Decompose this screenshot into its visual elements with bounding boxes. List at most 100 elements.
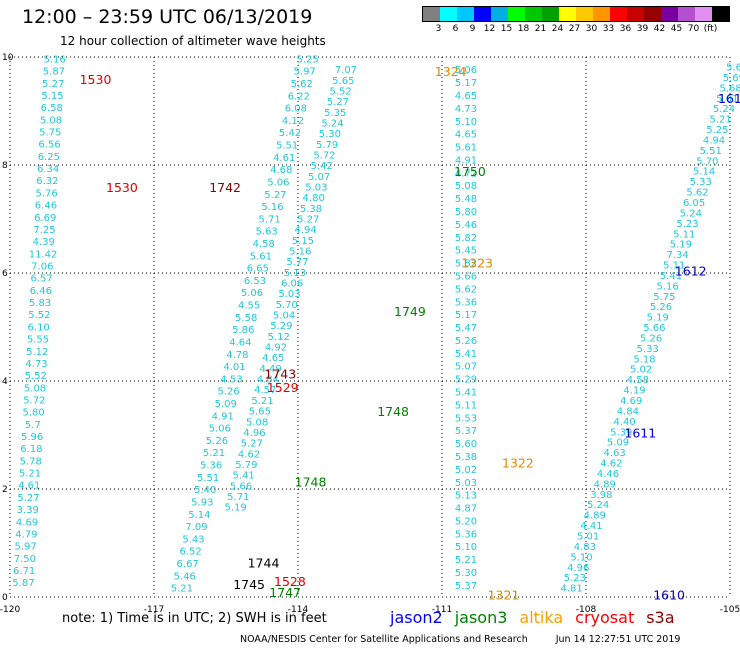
legend-swatch bbox=[423, 7, 440, 21]
wave-height-value: 5.47 bbox=[455, 323, 477, 334]
wave-height-value: 7.06 bbox=[31, 261, 53, 272]
y-tick-label: 8 bbox=[2, 161, 8, 171]
wave-height-value: 4.19 bbox=[623, 386, 645, 397]
legend-label: 3 bbox=[435, 24, 442, 34]
wave-height-value: 4.65 bbox=[455, 91, 477, 102]
wave-height-value: 5.01 bbox=[577, 531, 599, 542]
wave-height-value: 5.96 bbox=[21, 432, 43, 443]
wave-height-value: 5.36 bbox=[455, 297, 477, 308]
wave-height-value: 5.51 bbox=[197, 473, 219, 484]
wave-height-value: 5.27 bbox=[17, 493, 39, 504]
wave-height-value: 5.68 bbox=[719, 83, 740, 94]
wave-height-value: 5.26 bbox=[640, 333, 662, 344]
x-tick-label: -111 bbox=[432, 605, 452, 615]
legend-labels: 3 6 9 12 15 18 21 24 27 30 33 36 39 42 45 70 (ft) bbox=[422, 24, 730, 34]
wave-height-value: 5.36 bbox=[455, 529, 477, 540]
wave-height-value: 4.65 bbox=[455, 130, 477, 141]
legend-swatch bbox=[627, 7, 644, 21]
wave-height-value: 5.72 bbox=[23, 395, 45, 406]
satellite-label: jason2 bbox=[390, 608, 443, 627]
legend-swatch bbox=[525, 7, 542, 21]
wave-height-value: 5.27 bbox=[327, 97, 349, 108]
wave-height-value: 5.97 bbox=[294, 67, 316, 78]
generated-date: Jun 14 12:27:51 UTC 2019 bbox=[555, 634, 681, 645]
wave-height-value: 4.73 bbox=[25, 359, 47, 370]
wave-height-value: 4.63 bbox=[604, 448, 626, 459]
wave-height-value: 4.68 bbox=[270, 165, 292, 176]
map-grid bbox=[9, 56, 731, 598]
wave-height-value: 5.09 bbox=[607, 438, 629, 449]
wave-height-value: 6.18 bbox=[20, 444, 42, 455]
legend-label: 12 bbox=[483, 24, 496, 34]
wave-height-value: 5.36 bbox=[200, 461, 222, 472]
wave-height-value: 5.87 bbox=[12, 578, 34, 589]
wave-height-value: 5.13 bbox=[455, 491, 477, 502]
wave-height-value: 5.83 bbox=[29, 298, 51, 309]
color-legend: 3 6 9 12 15 18 21 24 27 30 33 36 39 42 45 70 (ft) bbox=[422, 6, 730, 34]
wave-height-value: 4.62 bbox=[238, 449, 260, 460]
wave-height-value: 5.09 bbox=[215, 399, 237, 410]
legend-label: 24 bbox=[551, 24, 564, 34]
wave-height-value: 4.57 bbox=[254, 385, 276, 396]
wave-height-value: 5.19 bbox=[647, 313, 669, 324]
altimeter-track: 5.255.975.626.226.084.125.425.514.614.68… bbox=[171, 54, 319, 594]
wave-height-value: 6.22 bbox=[288, 91, 310, 102]
wave-height-value: 4.55 bbox=[238, 301, 260, 312]
wave-height-value: 5.12 bbox=[268, 332, 290, 343]
legend-label: 36 bbox=[619, 24, 632, 34]
pass-time-label: 1324 bbox=[435, 64, 467, 79]
wave-height-value: 5.08 bbox=[246, 417, 268, 428]
wave-height-value: 5.21 bbox=[171, 584, 193, 595]
wave-height-value: 5.03 bbox=[278, 289, 300, 300]
legend-label: 45 bbox=[670, 24, 683, 34]
wave-height-value: 5.14 bbox=[693, 167, 715, 178]
wave-height-value: 5.17 bbox=[455, 78, 477, 89]
axis-tick-labels: -120 -117 -114 -111 -108 -105 0 2 4 6 8 10 bbox=[0, 53, 740, 615]
wave-height-value: 4.73 bbox=[455, 104, 477, 115]
page-title: 12:00 – 23:59 UTC 06/13/2019 bbox=[22, 6, 313, 28]
wave-height-value: 5.75 bbox=[653, 292, 675, 303]
wave-height-value: 5.16 bbox=[289, 247, 311, 258]
pass-time-label: 1528 bbox=[274, 574, 306, 589]
wave-height-value: 5.82 bbox=[455, 233, 477, 244]
wave-height-value: 3.39 bbox=[17, 505, 39, 516]
wave-height-value: 4.12 bbox=[282, 116, 304, 127]
legend-swatch bbox=[559, 7, 576, 21]
wave-height-value: 5.07 bbox=[308, 172, 330, 183]
wave-height-value: 7.25 bbox=[33, 225, 55, 236]
wave-height-value: 5.72 bbox=[313, 151, 335, 162]
wave-height-value: 5.51 bbox=[700, 146, 722, 157]
wave-height-value: 6.71 bbox=[13, 566, 35, 577]
wave-height-value: 4.69 bbox=[620, 396, 642, 407]
wave-height-value: 5.76 bbox=[36, 188, 58, 199]
wave-height-value: 5.02 bbox=[630, 365, 652, 376]
altimeter-track: 7.075.655.525.275.355.245.305.795.725.42… bbox=[224, 65, 357, 513]
legend-swatch bbox=[508, 7, 525, 21]
wave-height-value: 5.52 bbox=[28, 310, 50, 321]
altimeter-tracks: 5.165.875.275.156.585.085.756.566.256.34… bbox=[12, 54, 740, 594]
legend-label: (ft) bbox=[703, 24, 718, 34]
pass-time-label: 1529 bbox=[267, 380, 299, 395]
wave-height-value: 6.32 bbox=[36, 176, 58, 187]
footer-credit: NOAA/NESDIS Center for Satellite Applica… bbox=[240, 634, 680, 645]
wave-height-value: 5.40 bbox=[194, 485, 216, 496]
wave-height-value: 5.41 bbox=[233, 471, 255, 482]
wave-height-value: 5.10 bbox=[570, 552, 592, 563]
wave-height-value: 5.87 bbox=[43, 67, 65, 78]
wave-height-value: 5.66 bbox=[643, 323, 665, 334]
wave-height-value: 4.79 bbox=[15, 529, 37, 540]
wave-height-value: 5.16 bbox=[44, 54, 66, 65]
wave-height-value: 7.07 bbox=[335, 65, 357, 76]
wave-height-value: 5.52 bbox=[329, 87, 351, 98]
wave-height-value: 4.62 bbox=[600, 459, 622, 470]
pass-time-label: 1749 bbox=[394, 304, 426, 319]
wave-height-value: 4.84 bbox=[257, 375, 279, 386]
wave-height-value: 5.70 bbox=[696, 156, 718, 167]
wave-height-value: 4.46 bbox=[597, 469, 619, 480]
wave-height-value: 5.27 bbox=[297, 215, 319, 226]
wave-height-value: 7.34 bbox=[666, 250, 688, 261]
altimeter-track: 5.165.875.275.156.585.085.756.566.256.34… bbox=[12, 54, 65, 589]
wave-height-value: 5.78 bbox=[20, 456, 42, 467]
wave-height-value: 5.66 bbox=[230, 481, 252, 492]
wave-height-value: 4.84 bbox=[617, 406, 639, 417]
